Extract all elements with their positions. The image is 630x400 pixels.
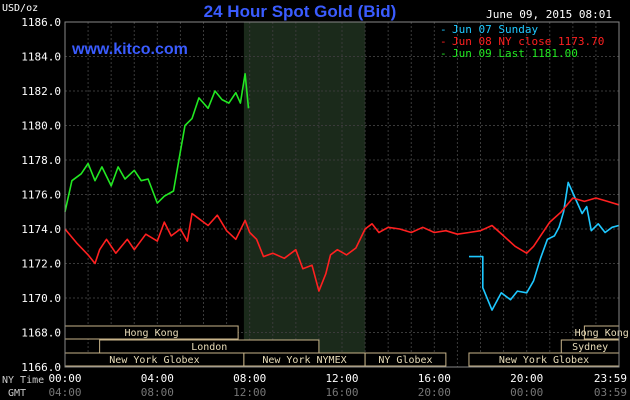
x-tick-label: 04:00 [141, 372, 174, 385]
y-tick-label: 1166.0 [21, 361, 61, 374]
chart-title: 24 Hour Spot Gold (Bid) [204, 2, 397, 21]
x-tick-label: 23:59 [594, 372, 627, 385]
x-tick-label-gmt: 12:00 [233, 386, 266, 399]
x-tick-labels: 00:0004:0004:0008:0008:0012:0012:0016:00… [48, 372, 627, 399]
series-line-jun07 [469, 181, 620, 311]
unit-label: USD/oz [2, 3, 38, 14]
plot-border [64, 21, 620, 368]
session-label: London [191, 342, 227, 353]
session-label: New York Globex [109, 355, 199, 366]
series-line-jun09 [64, 73, 250, 212]
x-tick-label-gmt: 16:00 [325, 386, 358, 399]
y-tick-label: 1186.0 [21, 16, 61, 29]
brand-link[interactable]: www.kitco.com [71, 41, 188, 58]
session-label: New York Globex [499, 355, 589, 366]
legend-marker-jun07: - [440, 23, 447, 36]
timestamp: June 09, 2015 08:01 [486, 8, 612, 21]
price-series [64, 73, 620, 311]
session-label: NY Globex [378, 355, 432, 366]
y-tick-label: 1172.0 [21, 258, 61, 271]
x-tick-label: 08:00 [233, 372, 266, 385]
x-tick-label-gmt: 20:00 [418, 386, 451, 399]
y-tick-label: 1168.0 [21, 327, 61, 340]
session-box [364, 352, 447, 367]
legend-item-jun07: Jun 07 Sunday [452, 23, 538, 36]
x-tick-label-gmt: 00:00 [510, 386, 543, 399]
gmt-label: GMT [8, 388, 26, 399]
y-tick-label: 1182.0 [21, 85, 61, 98]
y-tick-label: 1180.0 [21, 120, 61, 133]
x-tick-label-gmt: 04:00 [48, 386, 81, 399]
series-line-jun08 [64, 197, 620, 292]
legend-marker-jun08: - [440, 35, 447, 48]
legend-item-jun08: Jun 08 NY close 1173.70 [452, 35, 604, 48]
legend-marker-jun09: - [440, 47, 447, 60]
legend-item-jun09: Jun 09 Last 1181.00 [452, 47, 578, 60]
nymex-session-band [243, 22, 366, 367]
ny-time-label: NY Time [2, 375, 44, 386]
y-tick-label: 1170.0 [21, 292, 61, 305]
y-tick-label: 1176.0 [21, 189, 61, 202]
x-tick-label-gmt: 03:59 [594, 386, 627, 399]
y-tick-label: 1178.0 [21, 154, 61, 167]
x-tick-label: 00:00 [48, 372, 81, 385]
x-tick-label: 16:00 [418, 372, 451, 385]
x-tick-label: 20:00 [510, 372, 543, 385]
session-label: Sydney [572, 342, 608, 353]
legend: Jun 07 Sunday - Jun 08 NY close 1173.70 … [440, 23, 604, 60]
session-label: Hong Kong [575, 328, 629, 339]
session-label: Hong Kong [124, 328, 178, 339]
y-tick-labels: 1166.0 1168.0 1170.0 1172.0 1174.0 1176.0 1178… [21, 16, 61, 374]
y-tick-label: 1174.0 [21, 223, 61, 236]
grid-lines [65, 21, 619, 368]
session-label: New York NYMEX [262, 355, 346, 366]
x-tick-label: 12:00 [325, 372, 358, 385]
trading-sessions: Hong Kong Hong Kong London Sydney New York G… [64, 325, 629, 367]
x-tick-label-gmt: 08:00 [141, 386, 174, 399]
y-tick-label: 1184.0 [21, 51, 61, 64]
